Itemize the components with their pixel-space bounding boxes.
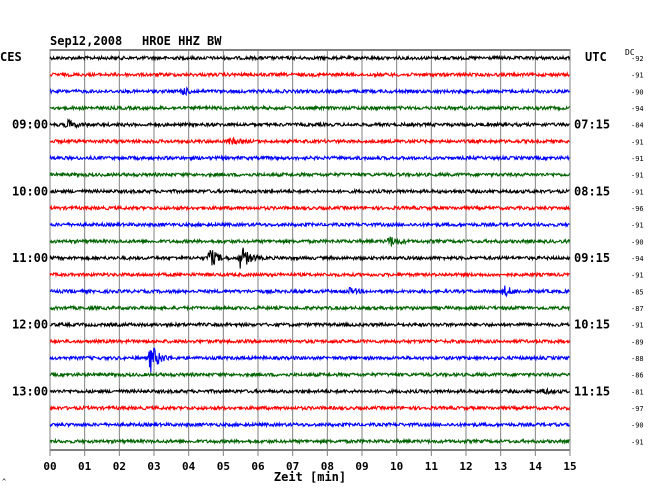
dc-offset-label: -86 bbox=[631, 372, 644, 380]
x-tick-label: 05 bbox=[217, 460, 230, 473]
dc-offset-label: -94 bbox=[631, 255, 644, 263]
trace-18 bbox=[49, 347, 570, 373]
right-timezone-label: UTC bbox=[585, 50, 607, 64]
trace-8 bbox=[49, 187, 570, 196]
dc-offset-label: -84 bbox=[631, 122, 644, 130]
trace-15 bbox=[49, 304, 570, 312]
dc-offset-label: -91 bbox=[631, 322, 644, 330]
right-hour-label: 09:15 bbox=[574, 251, 610, 265]
x-tick-label: 00 bbox=[43, 460, 56, 473]
trace-16 bbox=[49, 320, 571, 329]
trace-10 bbox=[49, 220, 570, 229]
trace-11 bbox=[49, 236, 571, 247]
chart-station: HROE HHZ BW bbox=[142, 34, 222, 48]
trace-22 bbox=[49, 420, 571, 429]
x-tick-label: 08 bbox=[321, 460, 334, 473]
x-tick-label: 09 bbox=[355, 460, 368, 473]
dc-offset-label: -97 bbox=[631, 405, 644, 413]
x-tick-label: 06 bbox=[251, 460, 265, 473]
trace-20 bbox=[49, 387, 571, 396]
x-tick-label: 02 bbox=[113, 460, 126, 473]
left-timezone-label: CES bbox=[0, 50, 22, 64]
right-hour-label: 07:15 bbox=[574, 118, 610, 132]
trace-5 bbox=[50, 136, 570, 146]
x-tick-label: 11 bbox=[425, 460, 439, 473]
right-hour-label: 11:15 bbox=[574, 384, 610, 398]
dc-offset-label: -89 bbox=[631, 338, 644, 346]
x-tick-label: 12 bbox=[459, 460, 472, 473]
dc-offset-label: -87 bbox=[631, 305, 644, 313]
dc-offset-label: -91 bbox=[631, 438, 644, 446]
left-hour-label: 13:00 bbox=[12, 384, 48, 398]
trace-13 bbox=[49, 271, 570, 279]
dc-offset-label: -91 bbox=[631, 72, 644, 80]
x-tick-label: 13 bbox=[494, 460, 507, 473]
dc-offset-label: -88 bbox=[631, 355, 644, 363]
x-tick-label: 15 bbox=[563, 460, 576, 473]
right-hour-label: 08:15 bbox=[574, 184, 610, 198]
dc-offset-label: -90 bbox=[631, 422, 644, 430]
dc-offset-label: -90 bbox=[631, 88, 644, 96]
x-tick-label: 07 bbox=[286, 460, 299, 473]
dc-offset-label: -92 bbox=[631, 55, 644, 63]
dc-offset-label: -81 bbox=[631, 388, 644, 396]
x-tick-label: 14 bbox=[529, 460, 543, 473]
left-hour-label: 09:00 bbox=[12, 118, 48, 132]
trace-21 bbox=[49, 404, 571, 412]
dc-offset-label: -91 bbox=[631, 222, 644, 230]
trace-14 bbox=[49, 285, 570, 298]
x-tick-label: 01 bbox=[78, 460, 92, 473]
left-hour-label: 12:00 bbox=[12, 318, 48, 332]
dc-offset-label: -91 bbox=[631, 272, 644, 280]
dc-offset-label: -94 bbox=[631, 105, 644, 113]
x-tick-label: 03 bbox=[147, 460, 160, 473]
trace-12 bbox=[49, 247, 571, 269]
trace-4 bbox=[49, 117, 570, 130]
left-hour-label: 10:00 bbox=[12, 184, 48, 198]
trace-19 bbox=[49, 371, 571, 379]
dc-offset-label: -85 bbox=[631, 288, 644, 296]
dc-offset-label: -91 bbox=[631, 188, 644, 196]
dc-offset-label: -91 bbox=[631, 138, 644, 146]
trace-6 bbox=[49, 154, 570, 162]
dc-offset-label: -90 bbox=[631, 238, 644, 246]
trace-2 bbox=[49, 86, 571, 97]
trace-17 bbox=[49, 337, 571, 346]
dc-offset-label: -91 bbox=[631, 172, 644, 180]
left-hour-label: 11:00 bbox=[12, 251, 48, 265]
right-hour-label: 10:15 bbox=[574, 318, 610, 332]
footer-mark: ^ bbox=[2, 478, 7, 486]
trace-7 bbox=[49, 171, 571, 179]
trace-3 bbox=[49, 104, 571, 112]
chart-date: Sep12,2008 bbox=[50, 34, 123, 48]
trace-0 bbox=[49, 54, 571, 62]
dc-offset-label: -96 bbox=[631, 205, 644, 213]
dc-label: DC bbox=[625, 48, 635, 57]
trace-9 bbox=[49, 204, 571, 212]
dc-offset-label: -91 bbox=[631, 155, 644, 163]
x-axis-label: Zeit [min] bbox=[273, 470, 347, 484]
x-tick-label: 10 bbox=[390, 460, 403, 473]
trace-23 bbox=[49, 437, 570, 446]
x-tick-label: 04 bbox=[182, 460, 196, 473]
trace-1 bbox=[49, 71, 570, 79]
